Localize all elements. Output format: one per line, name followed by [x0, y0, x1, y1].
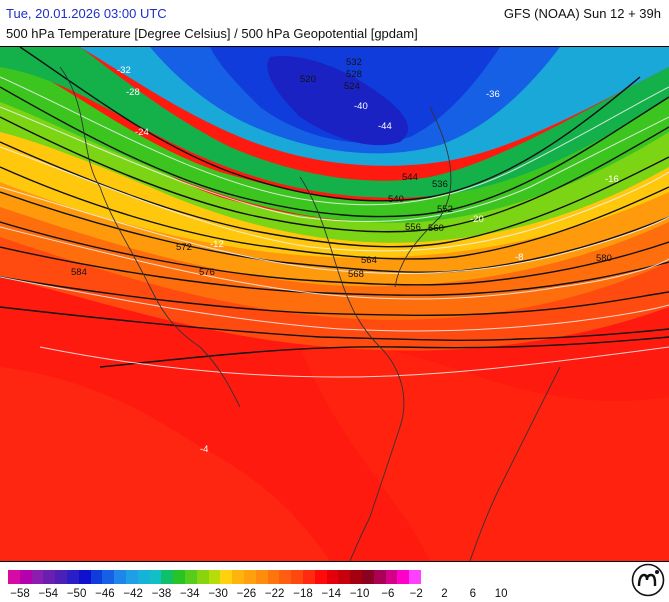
legend-swatch: [373, 570, 386, 584]
temp-label-m40: -40: [354, 101, 368, 112]
legend-tick: −34: [180, 588, 200, 600]
legend-tick: −2: [409, 588, 423, 600]
legend-swatch: [243, 570, 256, 584]
map-header: Tue, 20.01.2026 03:00 UTC GFS (NOAA) Sun…: [0, 0, 669, 46]
temp-label-m8: -8: [515, 252, 523, 263]
contour-labels: 532 528 524 520 540 544 536 552 556 560 …: [71, 57, 619, 455]
legend-swatch: [232, 570, 244, 584]
legend-tick: −22: [264, 588, 285, 600]
legend-swatch: [208, 570, 221, 584]
legend-swatch: [279, 570, 292, 584]
color-legend: −58 −54 −50 −46 −42 −38 −34 −30 −26 −22 −18 −14 −10−…: [0, 562, 669, 600]
legend-swatch: [409, 570, 421, 584]
legend-swatch: [102, 570, 115, 584]
legend-swatch: [196, 570, 209, 584]
geo-label-552: 552: [437, 204, 453, 215]
legend-swatch: [350, 570, 362, 584]
temp-label-m24: -24: [135, 127, 149, 138]
geo-label-532: 532: [346, 57, 362, 68]
map-subtitle: 500 hPa Temperature [Degree Celsius] / 5…: [6, 26, 418, 41]
legend-tick: −58: [10, 588, 30, 600]
legend-swatch: [184, 570, 197, 584]
legend-swatch: [149, 570, 162, 584]
color-bar: [8, 570, 421, 584]
legend-swatch: [31, 570, 44, 584]
geo-label-524: 524: [344, 81, 360, 92]
legend-swatch: [173, 570, 185, 584]
legend-swatch: [137, 570, 150, 584]
temp-label-m36: -36: [486, 89, 500, 100]
geo-label-528: 528: [346, 69, 362, 80]
geo-label-556: 556: [405, 222, 421, 233]
legend-swatch: [361, 570, 374, 584]
temp-label-m12: -12: [210, 239, 224, 250]
temp-label-m16: -16: [605, 174, 619, 185]
valid-datetime: Tue, 20.01.2026 03:00 UTC: [6, 6, 167, 21]
temp-label-m28: -28: [126, 87, 140, 98]
legend-tick: −10: [349, 588, 370, 600]
legend-tick: −18: [293, 588, 313, 600]
geo-label-580: 580: [596, 253, 612, 264]
temp-label-m32: -32: [117, 65, 131, 76]
temp-label-m44: -44: [378, 121, 392, 132]
legend-swatch: [255, 570, 268, 584]
legend-tick: 6: [469, 588, 476, 600]
legend-swatch: [161, 570, 174, 584]
temperature-isotherms: [0, 76, 669, 378]
geo-label-568: 568: [348, 269, 364, 280]
legend-swatch: [125, 570, 138, 584]
geo-label-520: 520: [300, 74, 316, 85]
model-run: GFS (NOAA) Sun 12 + 39h: [503, 6, 661, 21]
legend-tick: −30: [208, 588, 228, 600]
legend-swatch: [43, 570, 56, 584]
temp-label-m4: -4: [200, 444, 208, 455]
legend-tick: 10: [494, 588, 508, 600]
legend-swatch: [78, 570, 91, 584]
legend-swatch: [385, 570, 398, 584]
legend-swatch: [8, 570, 20, 584]
legend-tick: −6: [381, 588, 395, 600]
legend-tick: −46: [95, 588, 115, 600]
geo-label-536: 536: [432, 179, 448, 190]
legend-tick: 2: [441, 588, 448, 600]
geo-label-560: 560: [428, 223, 444, 234]
legend-swatch: [66, 570, 79, 584]
legend-tick: −42: [123, 588, 143, 600]
legend-swatch: [326, 570, 339, 584]
geo-label-564: 564: [361, 255, 377, 266]
geo-label-576: 576: [199, 267, 215, 278]
legend-tick: −50: [66, 588, 87, 600]
legend-swatch: [267, 570, 280, 584]
legend-swatch: [55, 570, 67, 584]
geo-label-572: 572: [176, 242, 192, 253]
legend-swatch: [291, 570, 303, 584]
geopotential-contours: [0, 47, 669, 368]
legend-ticks: −58 −54 −50 −46 −42 −38 −34 −30 −26 −22 −18 −14 −10−…: [0, 588, 669, 602]
legend-swatch: [302, 570, 315, 584]
mi-icon: [631, 563, 665, 597]
legend-tick: −26: [236, 588, 257, 600]
legend-tick: −14: [321, 588, 342, 600]
legend-swatch: [338, 570, 351, 584]
legend-tick: −38: [151, 588, 172, 600]
coastlines: [59, 66, 561, 561]
geo-label-544: 544: [402, 172, 418, 183]
legend-swatch: [220, 570, 233, 584]
temperature-field: 532 528 524 520 540 544 536 552 556 560 …: [0, 47, 669, 561]
temp-label-m20: -20: [470, 214, 484, 225]
legend-swatch: [19, 570, 32, 584]
legend-swatch: [314, 570, 327, 584]
legend-swatch: [90, 570, 103, 584]
weather-map: 532 528 524 520 540 544 536 552 556 560 …: [0, 46, 669, 563]
legend-swatch: [397, 570, 410, 584]
geo-label-540: 540: [388, 194, 404, 205]
legend-tick: −54: [38, 588, 59, 600]
geo-label-584: 584: [71, 267, 87, 278]
legend-swatch: [114, 570, 126, 584]
